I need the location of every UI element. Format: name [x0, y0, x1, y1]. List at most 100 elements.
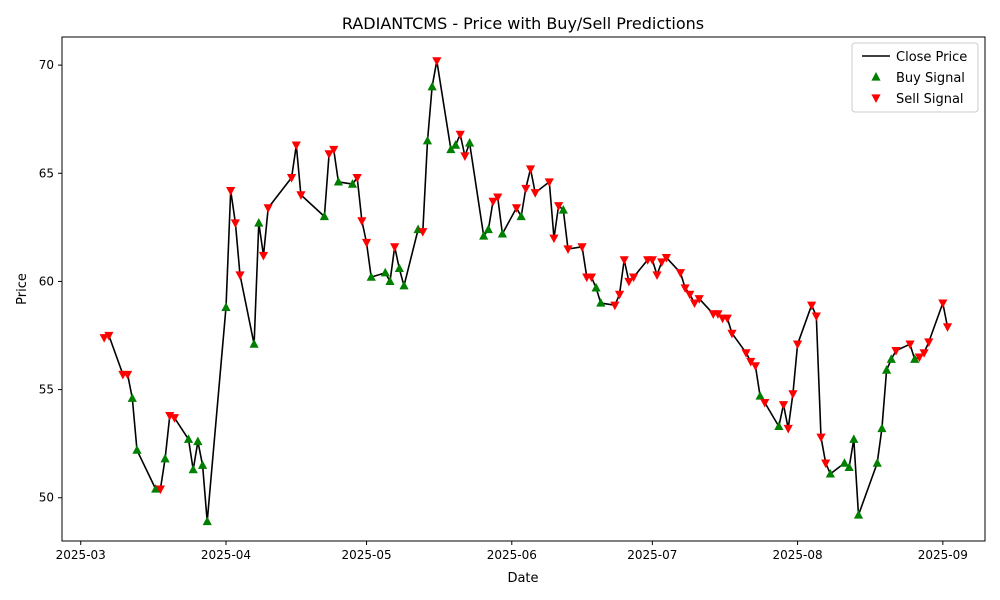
- sell-signal-marker: [647, 256, 657, 265]
- sell-signal-marker: [807, 301, 817, 311]
- close-price-line: [103, 60, 949, 523]
- buy-signal-marker: [825, 468, 835, 478]
- sell-signal-marker: [361, 238, 372, 248]
- x-tick-label: 2025-04: [201, 548, 251, 562]
- buy-signal-marker: [465, 137, 475, 147]
- sell-signal-marker: [629, 273, 639, 283]
- sell-signal-marker: [788, 390, 798, 399]
- sell-signal-marker: [460, 152, 470, 161]
- sell-signal-marker: [563, 245, 573, 254]
- buy-signal-marker: [479, 231, 489, 240]
- y-axis: 50 55 60 65 70: [39, 58, 62, 505]
- buy-signal-marker: [366, 272, 376, 281]
- buy-signal-marker: [188, 464, 198, 474]
- sell-signal-marker: [549, 234, 559, 244]
- sell-signal-marker: [586, 273, 597, 283]
- sell-signal-marker: [230, 219, 240, 229]
- buy-signal-marker: [132, 445, 142, 454]
- sell-signal-marker: [324, 150, 334, 159]
- sell-signal-marker: [286, 174, 297, 183]
- x-axis-label: Date: [507, 571, 538, 586]
- sell-signal-marker: [816, 433, 826, 443]
- sell-signal-marker: [778, 401, 789, 410]
- sell-signal-marker: [722, 314, 732, 324]
- legend-buy-swatch: [871, 72, 881, 81]
- legend-sell-swatch: [871, 94, 881, 103]
- buy-signal-marker: [394, 263, 404, 273]
- sell-signal-marker: [938, 299, 948, 309]
- buy-signal-marker: [849, 434, 859, 443]
- sell-signal-marker: [352, 174, 362, 183]
- buy-signal-marker: [591, 282, 601, 292]
- sell-signal-marker: [727, 329, 737, 339]
- legend: Close Price Buy Signal Sell Signal: [851, 42, 979, 113]
- sell-signal-marker: [685, 290, 695, 300]
- sell-signal-marker: [741, 349, 751, 358]
- sell-signal-marker: [390, 243, 400, 252]
- sell-signal-marker: [329, 145, 339, 155]
- buy-signal-marker: [160, 453, 170, 463]
- buy-signal-marker: [844, 462, 854, 472]
- y-tick-label: 60: [39, 274, 54, 288]
- buy-signal-marker: [422, 135, 433, 145]
- sell-signal-marker: [493, 193, 503, 203]
- sell-signal-marker: [169, 414, 180, 423]
- sell-signal-marker: [235, 271, 245, 280]
- buy-signal-marker: [839, 458, 850, 467]
- x-tick-label: 2025-06: [487, 548, 537, 562]
- sell-signal-marker: [165, 411, 175, 421]
- buy-signal-marker: [427, 81, 437, 91]
- sell-signal-marker: [811, 312, 821, 322]
- buy-signal-marker: [221, 302, 231, 311]
- sell-signal-marker: [554, 202, 564, 211]
- buy-signal-marker: [202, 516, 212, 526]
- legend-entry-label: Sell Signal: [896, 92, 964, 107]
- sell-signal-marker: [577, 243, 587, 252]
- x-tick-label: 2025-08: [773, 548, 823, 562]
- sell-signal-marker: [746, 357, 756, 367]
- sell-signal-marker: [675, 269, 686, 278]
- sell-signal-marker: [821, 459, 831, 469]
- buy-signal-marker: [347, 179, 358, 188]
- buy-signal-marker: [249, 339, 259, 348]
- buy-signal-marker: [333, 176, 344, 186]
- buy-signal-marker: [151, 484, 161, 493]
- buy-signal-marker: [193, 436, 203, 446]
- sell-signal-marker: [713, 310, 723, 319]
- legend-entry-label: Close Price: [896, 50, 967, 65]
- buy-signal-marker: [254, 218, 264, 227]
- buy-signal-marker: [380, 267, 390, 277]
- buy-signal-marker: [596, 298, 606, 307]
- buy-signal-marker: [319, 211, 329, 221]
- buy-signal-marker: [399, 280, 409, 290]
- sell-signal-marker: [291, 141, 301, 151]
- y-tick-label: 55: [39, 383, 54, 397]
- sell-signal-marker: [694, 295, 704, 304]
- sell-signal-marker: [610, 301, 620, 311]
- sell-signal-marker: [511, 204, 522, 213]
- buy-signal-marker: [446, 144, 456, 154]
- sell-signal-marker: [942, 323, 953, 332]
- sell-signal-marker: [614, 290, 625, 300]
- sell-signal-marker: [891, 347, 901, 356]
- sell-signal-marker: [525, 165, 536, 174]
- x-tick-label: 2025-07: [627, 548, 677, 562]
- x-tick-label: 2025-09: [918, 548, 968, 562]
- sell-signal-marker: [521, 184, 531, 194]
- buy-signal-marker: [910, 354, 920, 363]
- sell-signal-marker: [657, 258, 667, 267]
- sell-signal-marker: [792, 340, 803, 350]
- sell-signal-marker: [432, 57, 442, 66]
- y-tick-label: 70: [39, 58, 54, 72]
- sell-signal-marker: [226, 186, 236, 196]
- sell-signal-marker: [750, 362, 761, 371]
- sell-signal-marker: [661, 254, 672, 263]
- buy-signal-marker: [197, 460, 208, 469]
- buy-signal-marker: [877, 423, 887, 433]
- sell-signal-marker: [924, 338, 934, 347]
- sell-signal-marker: [99, 334, 109, 343]
- sell-signal-marker: [783, 424, 793, 434]
- sell-signal-marker: [357, 217, 367, 226]
